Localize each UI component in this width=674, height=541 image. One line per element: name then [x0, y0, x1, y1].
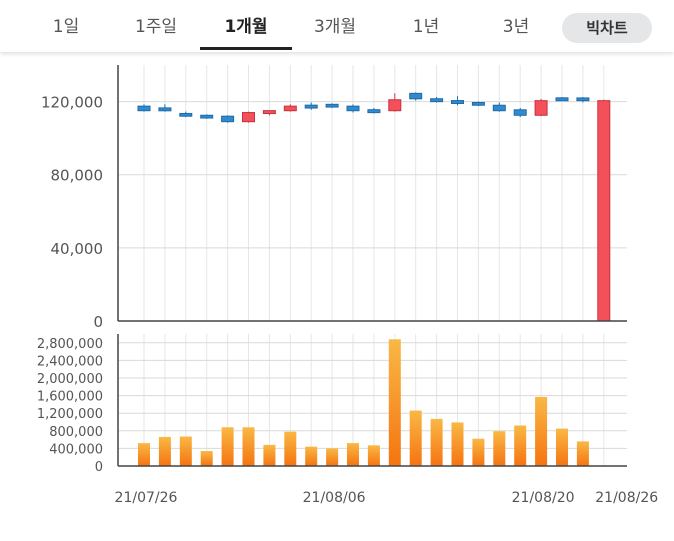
candle-body [346, 105, 360, 112]
candle-body [471, 101, 485, 106]
candle-body [492, 104, 506, 112]
candle-body [262, 110, 276, 115]
candle-body [137, 105, 151, 112]
tab-1year[interactable]: 1년 [412, 17, 440, 37]
volume-tick-label: 2,400,000 [37, 354, 103, 369]
date-tick-label: 21/08/06 [303, 490, 366, 506]
volume-bar [556, 428, 568, 466]
volume-bar [493, 431, 506, 466]
candle-body [179, 112, 193, 117]
volume-bar [472, 438, 485, 466]
volume-bar [242, 427, 255, 466]
tab-1month[interactable]: 1개월 [224, 17, 268, 37]
volume-tick-label: 1,200,000 [37, 407, 103, 422]
tab-3year[interactable]: 3년 [502, 17, 530, 37]
volume-tick-label: 0 [95, 460, 103, 475]
volume-bar [179, 436, 192, 466]
price-tick-label: 120,000 [41, 94, 103, 112]
candle-body [221, 115, 235, 123]
price-grid [118, 65, 627, 321]
volume-bar [221, 427, 234, 466]
price-axis: 0 40,000 80,000 120,000 [41, 65, 627, 331]
volume-bar [576, 441, 589, 466]
price-tick-label: 0 [93, 313, 103, 331]
volume-bar [430, 418, 443, 466]
volume-bar [514, 425, 527, 466]
candle-body [555, 97, 569, 102]
date-tick-label: 21/07/26 [115, 490, 178, 506]
candle-body [242, 112, 255, 123]
volume-bar [367, 445, 380, 466]
volume-bar [451, 422, 464, 466]
candle-body [409, 92, 423, 100]
volume-tick-label: 2,000,000 [37, 372, 103, 387]
candle-body [534, 100, 548, 116]
candle-body [513, 109, 527, 116]
candle-body [451, 100, 464, 104]
date-tick-label: 21/08/26 [595, 490, 658, 506]
volume-bar [535, 396, 548, 466]
price-candles [137, 92, 611, 322]
candle-body [367, 109, 381, 114]
tab-1week[interactable]: 1주일 [134, 17, 178, 37]
candle-body [304, 104, 318, 109]
active-tab-indicator [200, 47, 292, 50]
price-tick-label: 40,000 [51, 240, 104, 258]
volume-bars [138, 339, 589, 466]
price-tick-label: 80,000 [51, 167, 104, 185]
volume-bar [326, 448, 339, 466]
volume-bar [200, 451, 213, 466]
candle-body [325, 103, 339, 108]
period-tab-bar: 1일 1주일 1개월 3개월 1년 3년 빅차트 [0, 0, 674, 52]
candle-body [576, 97, 590, 102]
volume-bar [388, 339, 401, 466]
volume-bar [263, 444, 276, 466]
candle-body [430, 98, 444, 103]
volume-tick-label: 1,600,000 [37, 390, 103, 405]
volume-bar [305, 446, 318, 466]
volume-bar [409, 410, 422, 466]
candle-body [597, 100, 611, 322]
volume-tick-label: 800,000 [49, 425, 103, 440]
volume-bar [347, 443, 359, 466]
volume-bar [284, 431, 297, 466]
candle-body [158, 107, 172, 112]
volume-bar [138, 443, 150, 466]
candle-body [200, 114, 214, 119]
volume-bar [158, 436, 171, 466]
candle-body [283, 105, 297, 112]
volume-axis: 0 400,000 800,000 1,200,000 1,600,000 2,000,0… [37, 334, 627, 475]
tab-1day[interactable]: 1일 [52, 17, 80, 37]
date-tick-label: 21/08/20 [512, 490, 575, 506]
candle-body [388, 99, 402, 112]
volume-tick-label: 2,800,000 [37, 337, 103, 352]
date-axis: 21/07/26 21/08/06 21/08/20 21/08/26 [115, 490, 659, 506]
volume-tick-label: 400,000 [49, 442, 103, 457]
big-chart-button[interactable]: 빅차트 [562, 13, 652, 43]
tab-3month[interactable]: 3개월 [313, 17, 357, 37]
